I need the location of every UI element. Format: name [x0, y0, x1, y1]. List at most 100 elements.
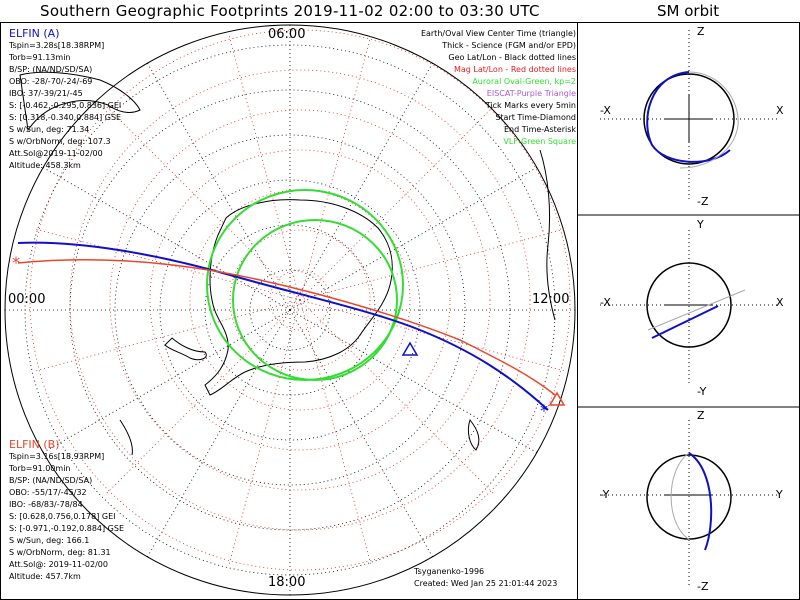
sm2-label-top: Y — [697, 218, 704, 231]
created-date: Created: Wed Jan 25 21:01:44 2023 — [414, 579, 558, 588]
sm1-label-top: Z — [697, 25, 705, 38]
mag-lon-line — [299, 228, 566, 301]
mag-lat-circle — [29, 29, 571, 571]
elfin-b-line: OBO: -55/17/-45/32 — [9, 488, 87, 497]
mag-lon-line — [299, 299, 495, 495]
antarctica-coastline — [204, 199, 393, 396]
elfin-a-center-triangle — [401, 341, 419, 356]
elfin-b-line: IBO: -68/83/-78/84 — [9, 500, 83, 509]
sm2-label-bottom: -Y — [697, 385, 707, 398]
elfin-a-info: ELFIN (A) Tspin=3.28s[18.38RPM] Torb=91.… — [9, 28, 121, 172]
elfin-b-center-triangle — [548, 391, 566, 406]
elfin-b-info: ELFIN (B) Tspin=3.16s[18.93RPM] Torb=91.… — [9, 439, 124, 583]
elfin-a-end-marker: * — [540, 401, 548, 420]
elfin-b-line: S w/OrbNorm, deg: 81.31 — [9, 548, 111, 557]
sm2-orbit-a — [651, 305, 719, 339]
mag-lon-line — [299, 299, 372, 566]
credit: Tsyganenko-1996 Created: Wed Jan 25 21:0… — [414, 566, 557, 590]
elfin-a-line: OBO: -28/-70/-24/-69 — [9, 77, 93, 86]
legend-item: Thick - Science (FGM and/or EPD) — [442, 41, 576, 50]
elfin-b-start-marker: * — [12, 253, 20, 272]
sm-orbit-title: SM orbit — [657, 2, 720, 20]
legend-item: Start Time-Diamond — [495, 113, 576, 122]
time-label-top: 06:00 — [268, 27, 306, 42]
elfin-a-name: ELFIN (A) — [9, 27, 60, 40]
elfin-a-track — [17, 241, 549, 411]
legend-item: Earth/Oval View Center Time (triangle) — [420, 29, 576, 38]
sm-panel-xz — [600, 30, 780, 200]
peninsula-coastline — [164, 337, 207, 361]
elfin-b-line: Altitude: 457.7km — [9, 572, 81, 581]
sm3-label-right: Y — [776, 488, 783, 501]
elfin-b-line: S: [-0.971,-0.192,0.884] GSE — [9, 524, 124, 533]
mag-lat-circle — [109, 109, 491, 491]
elfin-a-line: Torb=91.13min — [9, 53, 71, 62]
geo-lat-circle — [114, 134, 466, 486]
sm1-label-bottom: -Z — [697, 195, 709, 208]
sm1-label-right: X — [776, 104, 784, 117]
australia-coastline — [539, 149, 556, 321]
sm3-orbit-a — [688, 452, 713, 551]
sm3-orbit-b — [670, 452, 691, 541]
elfin-a-line: Tspin=3.28s[18.38RPM] — [9, 41, 105, 50]
mag-grid — [29, 29, 571, 571]
time-label-right: 12:00 — [532, 292, 570, 307]
mag-lon-line — [105, 299, 301, 495]
elfin-b-track — [17, 259, 556, 396]
elfin-b-name: ELFIN (B) — [9, 438, 60, 451]
legend-item: End Time-Asterisk — [503, 125, 576, 134]
elfin-a-line: B/SP: (NA/ND/SD/SA) — [9, 65, 93, 74]
mag-lat-circle — [189, 189, 411, 411]
sm3-label-top: Z — [697, 409, 705, 422]
mag-lat-circle — [69, 69, 531, 531]
elfin-a-line: Att.Sol@2019-11-02/00 — [9, 149, 103, 158]
sm-panel-yz — [600, 420, 780, 585]
legend-item: Tick Marks every 5min — [485, 101, 576, 110]
time-label-left: 00:00 — [8, 292, 46, 307]
mag-lon-line — [299, 34, 372, 301]
legend: Earth/Oval View Center Time (triangle) T… — [421, 28, 576, 148]
sm2-earth-circle — [646, 262, 732, 348]
legend-item: EISCAT-Purple Triangle — [486, 89, 576, 98]
mag-lat-circle — [229, 229, 371, 371]
geo-lon-line — [289, 309, 538, 453]
elfin-b-line: S w/Sun, deg: 166.1 — [9, 536, 90, 545]
sm1-orbit-b — [679, 71, 739, 169]
auroral-oval-outer — [206, 189, 404, 381]
elfin-a-line: Altitude: 458.3km — [9, 161, 81, 170]
geo-lon-line — [289, 167, 538, 311]
mag-lon-line — [228, 299, 301, 566]
sm3-label-left: -Y — [600, 488, 610, 501]
sm3-label-bottom: -Z — [697, 580, 709, 593]
elfin-a-line: S: [0.318,-0.340,0.884] GSE — [9, 113, 122, 122]
mag-lon-line — [228, 34, 301, 301]
geo-lon-line — [147, 309, 291, 558]
mag-lat-circle — [149, 149, 451, 451]
south-america-coastline — [19, 71, 141, 132]
elfin-b-line: Tspin=3.16s[18.93RPM] — [9, 452, 105, 461]
auroral-oval-inner — [232, 219, 398, 381]
africa-coastline — [119, 419, 133, 456]
mag-lon-line — [105, 105, 301, 301]
sm2-label-left: -X — [600, 296, 611, 309]
legend-item: VLF-Green Square — [503, 137, 576, 146]
elfin-b-line: Att.Sol@: 2019-11-02/00 — [9, 560, 108, 569]
elfin-a-line: IBO: 37/-39/21/-45 — [9, 89, 83, 98]
model-name: Tsyganenko-1996 — [414, 567, 485, 576]
geo-lon-line — [42, 309, 291, 453]
figure-title: Southern Geographic Footprints 2019-11-0… — [40, 2, 540, 20]
legend-item: Mag Lat/Lon - Red dotted lines — [453, 65, 576, 74]
geo-lon-line — [289, 62, 433, 311]
polar-map: * * — [4, 24, 576, 596]
geo-lon-line — [42, 167, 291, 311]
sm1-orbit-a — [646, 71, 731, 163]
sm2-orbit-b — [647, 289, 746, 331]
elfin-a-line: S w/OrbNorm, deg: 107.3 — [9, 137, 111, 146]
sm-panel-xy — [600, 230, 780, 385]
new-zealand-coastline — [467, 418, 480, 451]
sm1-label-left: -X — [600, 104, 611, 117]
elfin-b-line: S: [0.628,0.756,0.178] GEI — [9, 512, 116, 521]
geo-lon-line — [147, 62, 291, 311]
geo-lon-line — [289, 309, 433, 558]
